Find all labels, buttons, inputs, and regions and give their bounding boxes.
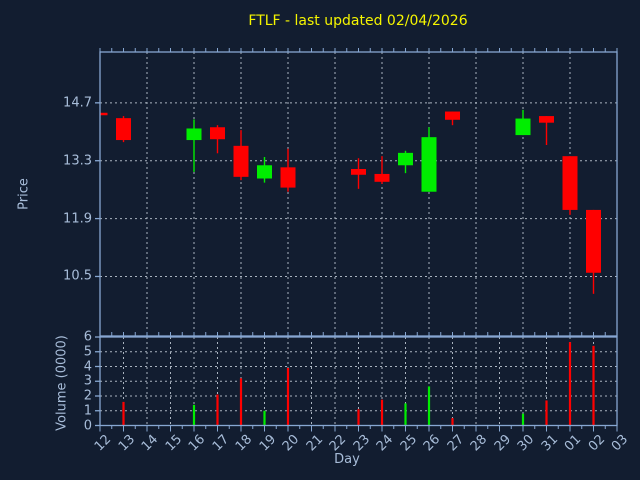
- volume-bar: [380, 399, 384, 426]
- candle-body: [421, 137, 437, 192]
- volume-axis-label: Volume (0000): [54, 335, 70, 431]
- candle-body: [586, 209, 601, 273]
- volume-bar: [404, 403, 407, 426]
- volume-tick-label: 0: [83, 418, 92, 433]
- volume-bar: [545, 400, 548, 426]
- candle-body: [515, 118, 531, 136]
- volume-tick-label: 2: [83, 388, 92, 404]
- candle-body: [351, 168, 366, 175]
- candle-body: [233, 145, 249, 177]
- candles-group: [100, 109, 601, 294]
- candle-body: [445, 111, 460, 120]
- candle-body: [100, 112, 108, 116]
- volume-bar: [239, 378, 243, 426]
- volume-bar: [357, 409, 360, 426]
- candle-body: [539, 116, 554, 123]
- volume-bar: [263, 410, 266, 426]
- price-tick-label: 14.7: [63, 95, 92, 111]
- volume-bar: [192, 404, 196, 426]
- candle-body: [562, 156, 578, 210]
- candle-body: [186, 128, 202, 141]
- candle-body: [210, 127, 225, 140]
- volume-bar: [427, 386, 431, 426]
- price-panel-border: [99, 51, 618, 337]
- price-tick-label: 11.9: [63, 211, 92, 227]
- volume-tick-label: 5: [83, 344, 92, 360]
- x-axis-label: Day: [334, 452, 360, 467]
- volume-tick-label: 1: [83, 403, 92, 419]
- volume-bar: [521, 413, 525, 426]
- price-tick-label: 13.3: [63, 153, 92, 169]
- volume-bar: [286, 367, 290, 426]
- volume-bar: [451, 418, 454, 426]
- price-axis-label: Price: [16, 178, 32, 210]
- volume-bar: [122, 401, 125, 426]
- candle-body: [116, 118, 131, 141]
- volume-bar: [568, 342, 572, 426]
- price-tick-label: 10.5: [63, 268, 92, 284]
- volume-tick-label: 6: [83, 329, 92, 345]
- candle-body: [257, 165, 272, 179]
- candle-body: [374, 173, 390, 182]
- candle-body: [280, 167, 296, 188]
- candle-body: [398, 152, 413, 166]
- volume-tick-label: 4: [83, 359, 92, 374]
- chart-title: FTLF - last updated 02/04/2026: [248, 13, 468, 29]
- volume-bar: [592, 345, 595, 426]
- volume-bar: [216, 394, 219, 426]
- volume-tick-label: 3: [83, 373, 92, 389]
